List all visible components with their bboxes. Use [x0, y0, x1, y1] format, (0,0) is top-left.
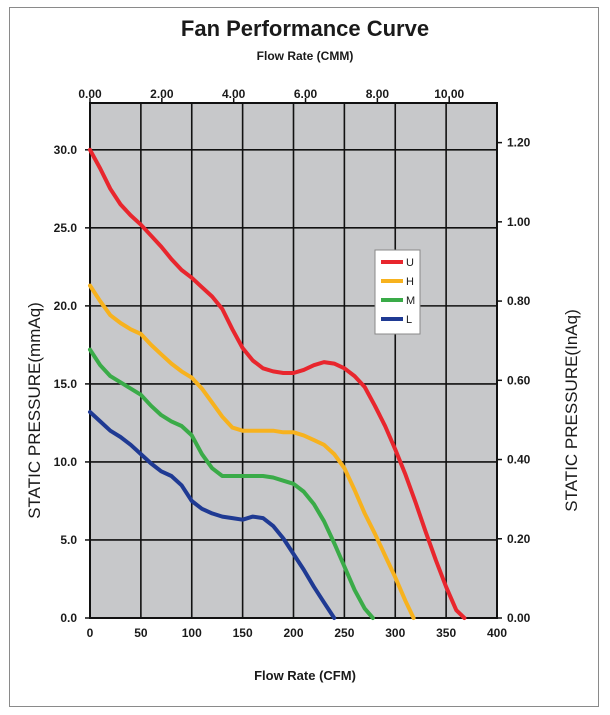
right-tick-label: 0.40 — [507, 453, 531, 467]
bottom-tick-label: 200 — [283, 626, 303, 640]
top-tick-label: 2.00 — [150, 87, 174, 101]
chart-frame — [9, 7, 599, 707]
bottom-tick-label: 50 — [134, 626, 148, 640]
right-tick-label: 0.00 — [507, 611, 531, 625]
right-tick-label: 0.20 — [507, 532, 531, 546]
series-line-h — [88, 283, 416, 620]
right-axis-label: STATIC PRESSURE(InAq) — [562, 309, 581, 511]
legend-label-h: H — [406, 276, 414, 288]
bottom-tick-label: 250 — [334, 626, 354, 640]
legend-label-m: M — [406, 295, 415, 307]
top-tick-label: 0.00 — [78, 87, 102, 101]
top-tick-label: 10.00 — [434, 87, 464, 101]
left-tick-label: 10.0 — [54, 455, 78, 469]
top-tick-label: 4.00 — [222, 87, 246, 101]
legend-label-u: U — [406, 257, 414, 269]
left-tick-label: 30.0 — [54, 143, 78, 157]
bottom-tick-label: 300 — [385, 626, 405, 640]
right-tick-label: 1.20 — [507, 136, 531, 150]
right-tick-label: 0.60 — [507, 373, 531, 387]
left-tick-label: 15.0 — [54, 377, 78, 391]
bottom-tick-label: 150 — [233, 626, 253, 640]
chart-title: Fan Performance Curve — [181, 16, 429, 41]
series-line-m — [88, 347, 375, 620]
top-tick-label: 8.00 — [366, 87, 390, 101]
series-line-l — [88, 410, 337, 620]
left-tick-label: 20.0 — [54, 299, 78, 313]
left-axis-label: STATIC PRESSURE(mmAq) — [25, 302, 44, 519]
bottom-tick-label: 0 — [87, 626, 94, 640]
plot-border — [89, 102, 498, 619]
right-tick-label: 1.00 — [507, 215, 531, 229]
right-tick-label: 0.80 — [507, 294, 531, 308]
left-tick-label: 25.0 — [54, 221, 78, 235]
top-axis-label: Flow Rate (CMM) — [257, 49, 354, 63]
left-tick-label: 0.0 — [60, 611, 77, 625]
bottom-tick-label: 350 — [436, 626, 456, 640]
series-line-u — [88, 147, 467, 620]
top-tick-label: 6.00 — [294, 87, 318, 101]
bottom-tick-label: 100 — [182, 626, 202, 640]
left-tick-label: 5.0 — [60, 533, 77, 547]
legend-label-l: L — [406, 314, 412, 326]
x-axis-label: Flow Rate (CFM) — [254, 668, 356, 683]
bottom-tick-label: 400 — [487, 626, 507, 640]
